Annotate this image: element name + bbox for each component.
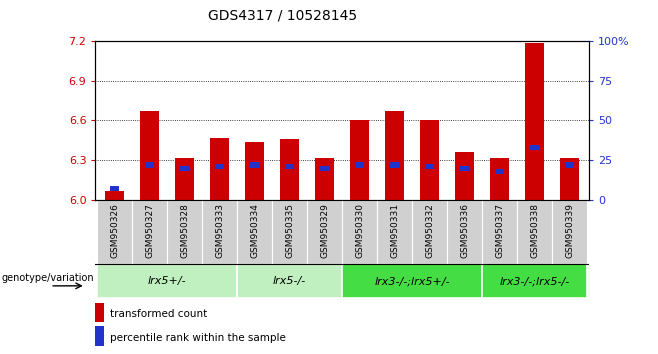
Bar	[447, 200, 482, 264]
Bar	[342, 200, 377, 264]
Bar	[145, 162, 154, 167]
Bar	[412, 200, 447, 264]
Bar	[490, 158, 509, 200]
Text: lrx5-/-: lrx5-/-	[273, 276, 306, 286]
Text: GSM950334: GSM950334	[250, 203, 259, 258]
Bar	[237, 200, 272, 264]
Bar	[110, 186, 119, 192]
Bar	[272, 200, 307, 264]
Bar	[377, 200, 412, 264]
Bar	[495, 169, 504, 174]
Bar	[105, 191, 124, 200]
Text: GSM950337: GSM950337	[495, 203, 504, 258]
Text: genotype/variation: genotype/variation	[1, 273, 94, 283]
Bar	[245, 142, 265, 200]
Bar	[202, 200, 237, 264]
Bar	[97, 264, 237, 298]
Bar	[425, 164, 434, 169]
Bar	[350, 120, 369, 200]
Text: GSM950326: GSM950326	[110, 203, 119, 258]
Bar	[455, 152, 474, 200]
Text: lrx5+/-: lrx5+/-	[148, 276, 186, 286]
Bar	[390, 162, 399, 167]
Text: GSM950327: GSM950327	[145, 203, 154, 258]
Bar	[250, 162, 259, 167]
Text: GSM950330: GSM950330	[355, 203, 364, 258]
Bar	[210, 138, 229, 200]
Bar	[180, 166, 190, 171]
Text: GSM950328: GSM950328	[180, 203, 189, 258]
Bar	[530, 145, 540, 150]
Bar	[237, 264, 342, 298]
Bar	[355, 162, 365, 167]
Bar	[565, 162, 574, 167]
Bar	[342, 264, 482, 298]
Bar	[95, 302, 104, 322]
Bar	[95, 326, 104, 346]
Bar	[280, 139, 299, 200]
Bar	[285, 164, 294, 169]
Bar	[560, 158, 579, 200]
Text: GSM950332: GSM950332	[425, 203, 434, 258]
Text: transformed count: transformed count	[111, 309, 207, 319]
Bar	[97, 200, 132, 264]
Bar	[132, 200, 167, 264]
Bar	[140, 111, 159, 200]
Bar	[517, 200, 552, 264]
Text: GSM950339: GSM950339	[565, 203, 574, 258]
Text: lrx3-/-;lrx5+/-: lrx3-/-;lrx5+/-	[374, 276, 450, 286]
Text: GSM950333: GSM950333	[215, 203, 224, 258]
Bar	[482, 200, 517, 264]
Text: lrx3-/-;lrx5-/-: lrx3-/-;lrx5-/-	[499, 276, 570, 286]
Text: GSM950335: GSM950335	[285, 203, 294, 258]
Bar	[525, 44, 544, 200]
Bar	[215, 164, 224, 169]
Bar	[420, 120, 440, 200]
Bar	[175, 158, 194, 200]
Bar	[460, 166, 469, 171]
Bar	[315, 158, 334, 200]
Text: GSM950338: GSM950338	[530, 203, 539, 258]
Text: GSM950336: GSM950336	[460, 203, 469, 258]
Text: percentile rank within the sample: percentile rank within the sample	[111, 332, 286, 343]
Text: GDS4317 / 10528145: GDS4317 / 10528145	[209, 9, 357, 23]
Bar	[385, 111, 404, 200]
Bar	[320, 166, 329, 171]
Bar	[552, 200, 587, 264]
Bar	[307, 200, 342, 264]
Bar	[167, 200, 202, 264]
Text: GSM950331: GSM950331	[390, 203, 399, 258]
Text: GSM950329: GSM950329	[320, 203, 329, 258]
Bar	[482, 264, 587, 298]
